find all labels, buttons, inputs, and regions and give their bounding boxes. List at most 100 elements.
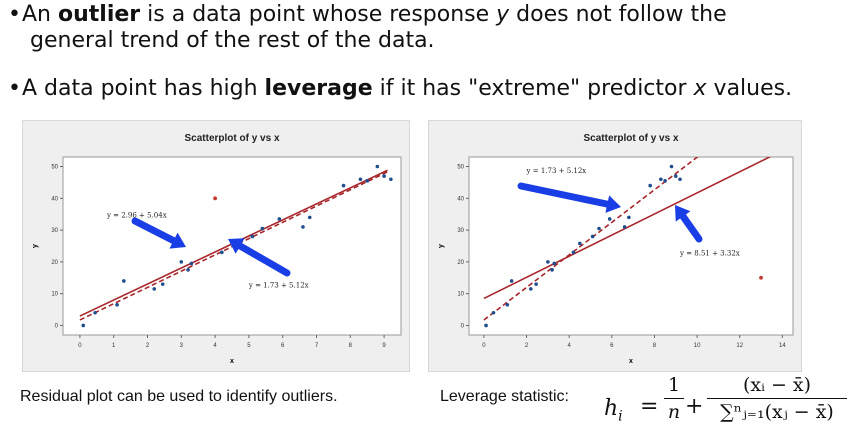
x-axis-label: x: [230, 358, 234, 365]
formula-plus: +: [685, 394, 704, 419]
denominator: n: [667, 401, 681, 423]
equation-label: y = 2.96 + 5.04x: [106, 211, 167, 219]
data-point: [152, 287, 157, 291]
var-x: x: [693, 76, 707, 101]
data-point: [341, 183, 346, 188]
fit-line-solid: [483, 157, 772, 300]
data-point: [678, 177, 682, 182]
plot-area: [468, 156, 794, 336]
data-point: [186, 268, 190, 272]
data-point: [648, 183, 652, 188]
data-point: [365, 179, 370, 183]
bullet-continuation: general trend of the rest of the data.: [30, 28, 435, 53]
pointer-arrow-head: [675, 205, 691, 222]
data-point: [509, 279, 514, 283]
scatterplot-svg: Scatterplot of y vs x 0 2 4 6 8 10 12 14 0 10 20 30 4…: [438, 133, 794, 365]
data-point: [277, 217, 282, 221]
data-point: [597, 226, 601, 231]
numerator: 1: [664, 374, 684, 399]
data-point: [301, 225, 305, 229]
x-axis-label: x: [629, 358, 633, 365]
pointer-arrow-head: [169, 232, 186, 249]
data-point: [389, 177, 393, 182]
data-point: [484, 323, 488, 328]
data-point: [307, 215, 312, 220]
pointer-arrow-shaft: [236, 242, 291, 277]
x-tick-label: 6: [610, 343, 614, 349]
y-axis-label: y: [438, 244, 445, 248]
bullet-dot: •: [8, 76, 21, 101]
x-tick-label: 3: [180, 343, 184, 349]
data-point: [220, 250, 224, 255]
data-point: [673, 174, 678, 178]
x-tick-label: 5: [247, 343, 251, 349]
x-tick-label: 2: [525, 343, 529, 349]
y-tick-label: 0: [55, 323, 59, 329]
scatterplot-outlier: Scatterplot of y vs x 0 1 2 3 4 5 6 7 8 9 0 10 20 30 40…: [22, 120, 410, 372]
y-tick-label: 30: [457, 228, 464, 234]
x-tick-label: 1: [112, 343, 116, 349]
var-y: y: [496, 2, 510, 27]
data-point: [81, 323, 86, 328]
numerator: (xᵢ − x̄): [707, 374, 847, 399]
data-point: [669, 164, 674, 169]
pointer-arrow-head: [605, 195, 621, 213]
pointer-arrow-shaft: [679, 212, 703, 243]
outlier-point: [759, 275, 763, 280]
y-tick-label: 30: [51, 228, 58, 234]
data-point: [607, 217, 612, 221]
data-point: [546, 260, 550, 264]
data-point: [578, 241, 582, 246]
formula-fraction-1: 1 n: [664, 374, 684, 423]
text: if it has "extreme" predictor: [372, 76, 694, 101]
data-point: [189, 261, 194, 266]
data-point: [550, 268, 554, 272]
x-tick-label: 4: [568, 343, 572, 349]
term-leverage: leverage: [264, 76, 373, 101]
data-point: [375, 164, 380, 169]
scatterplot-svg: Scatterplot of y vs x 0 1 2 3 4 5 6 7 8 9 0 10 20 30 40…: [32, 133, 402, 365]
bullet-dot: •: [8, 2, 21, 27]
data-point: [160, 282, 165, 286]
x-tick-label: 2: [146, 343, 150, 349]
caption-residual-plot: Residual plot can be used to identify ou…: [20, 388, 338, 405]
equation-label: y = 1.73 + 5.12x: [248, 281, 309, 289]
data-point: [571, 250, 576, 255]
text: values.: [706, 76, 793, 101]
data-point: [534, 282, 538, 286]
y-tick-label: 50: [457, 165, 464, 171]
data-point: [505, 303, 510, 307]
x-tick-label: 4: [213, 343, 217, 349]
y-tick-label: 20: [51, 260, 58, 266]
data-point: [93, 310, 97, 315]
x-tick-label: 8: [349, 343, 353, 349]
data-point: [663, 179, 667, 183]
formula-h: hi: [604, 396, 623, 425]
formula-fraction-2: (xᵢ − x̄) ∑ⁿⱼ₌₁(xⱼ − x̄): [707, 374, 847, 423]
chart-title: Scatterplot of y vs x: [184, 133, 279, 144]
y-tick-label: 50: [51, 165, 58, 171]
formula-equals: =: [640, 394, 659, 419]
data-point: [659, 177, 663, 182]
bullet-outlier: •An outlier is a data point whose respon…: [8, 2, 727, 54]
data-point: [115, 303, 119, 307]
x-tick-label: 12: [736, 343, 743, 349]
y-tick-label: 20: [457, 260, 464, 266]
x-tick-label: 10: [694, 343, 701, 349]
x-tick-label: 0: [482, 343, 486, 349]
equation-label: y = 8.51 + 3.32x: [679, 250, 740, 258]
data-point: [590, 234, 595, 239]
x-tick-label: 9: [382, 343, 386, 349]
x-tick-label: 0: [78, 343, 82, 349]
data-point: [491, 310, 496, 315]
y-tick-label: 0: [461, 323, 465, 329]
pointer-arrow-head: [228, 238, 245, 254]
scatterplot-leverage: Scatterplot of y vs x 0 2 4 6 8 10 12 14 0 10 20 30 4…: [428, 120, 802, 372]
data-point: [382, 174, 386, 178]
data-point: [358, 177, 363, 182]
data-point: [122, 279, 126, 283]
data-point: [622, 225, 627, 229]
denominator: ∑ⁿⱼ₌₁(xⱼ − x̄): [720, 401, 834, 423]
text: is a data point whose response: [140, 2, 497, 27]
data-point: [179, 260, 184, 264]
